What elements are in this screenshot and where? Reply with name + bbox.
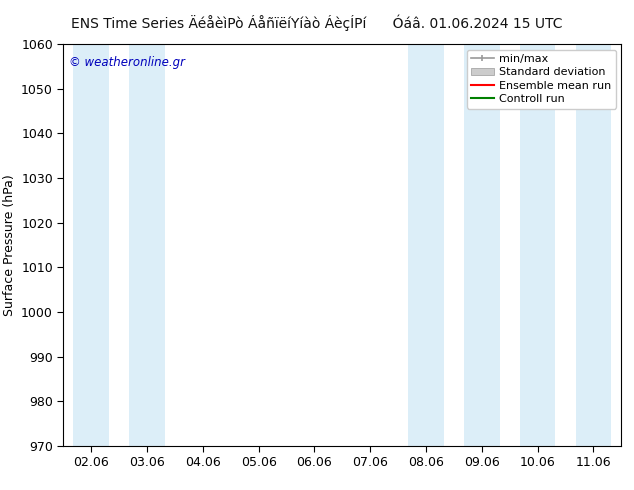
Bar: [129, 44, 165, 446]
Bar: [464, 44, 500, 446]
Bar: [520, 44, 555, 446]
Text: ENS Time Series ÄéåèìPò ÁåñïëíYíàò ÁèçÍPí      Óáâ. 01.06.2024 15 UTC: ENS Time Series ÄéåèìPò ÁåñïëíYíàò ÁèçÍP…: [71, 15, 563, 31]
Legend: min/max, Standard deviation, Ensemble mean run, Controll run: min/max, Standard deviation, Ensemble me…: [467, 49, 616, 109]
Text: © weatheronline.gr: © weatheronline.gr: [69, 56, 185, 69]
Y-axis label: Surface Pressure (hPa): Surface Pressure (hPa): [3, 174, 16, 316]
Bar: [408, 44, 444, 446]
Bar: [576, 44, 611, 446]
Bar: [74, 44, 109, 446]
